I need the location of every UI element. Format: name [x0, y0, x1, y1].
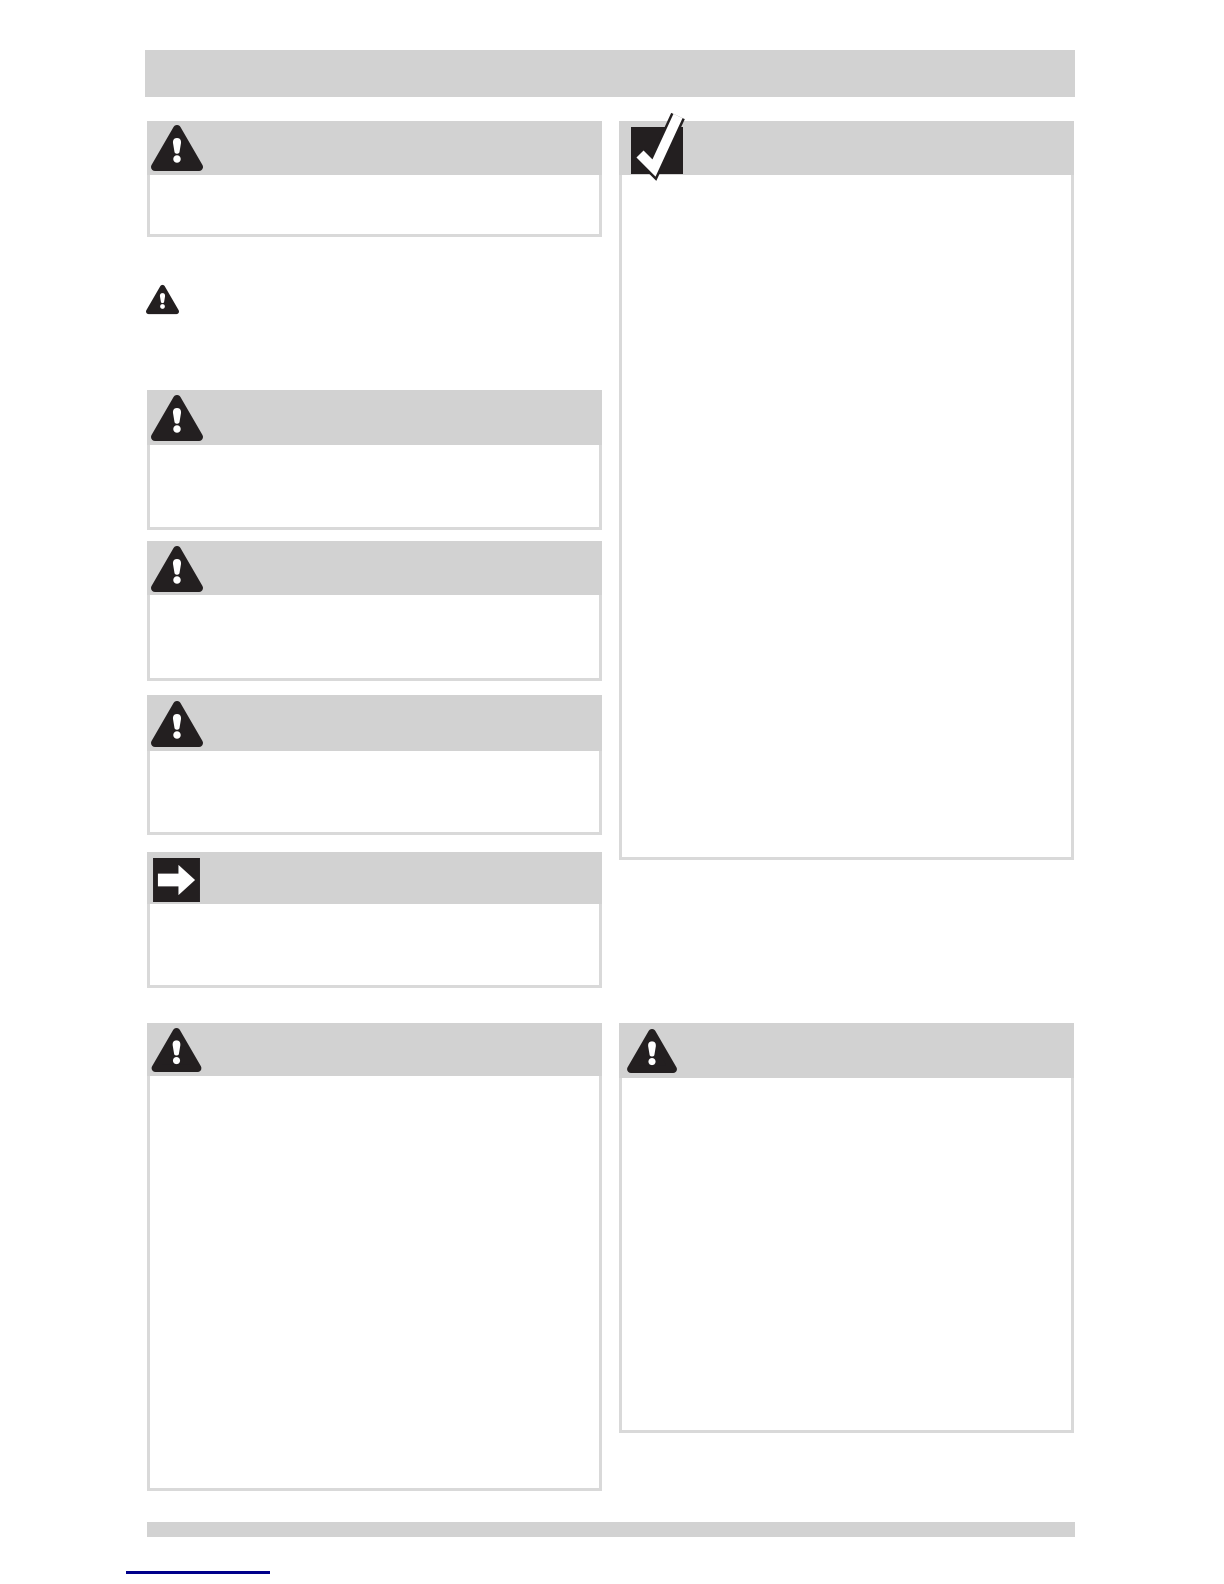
warning-box-2: [147, 390, 602, 530]
note-box-header: [147, 852, 602, 904]
checkmark-icon: [631, 112, 685, 181]
warning-box-1: [147, 121, 602, 237]
note-box: [147, 852, 602, 988]
bottom-divider-bar: [147, 1522, 1075, 1537]
warning-box-right-body: [619, 1078, 1074, 1433]
warning-box-2-title: [147, 390, 602, 391]
warning-box-right-title: [619, 1023, 1074, 1024]
warning-box-4-title: [147, 695, 602, 696]
warning-box-2-body: [147, 445, 602, 530]
checklist-box: [619, 112, 1074, 860]
warning-box-2-header: [147, 390, 602, 445]
warning-box-1-title: [147, 121, 602, 122]
warning-box-right-header: [619, 1023, 1074, 1078]
warning-triangle-icon: [151, 700, 203, 748]
inline-warning-note-text: [190, 288, 590, 289]
note-box-title: [147, 852, 602, 853]
warning-triangle-icon: [151, 1027, 202, 1073]
warning-triangle-icon: [146, 284, 179, 315]
warning-box-3-title: [147, 541, 602, 542]
warning-box-right: [619, 1023, 1074, 1433]
checklist-box-title: [619, 121, 1074, 122]
warning-triangle-icon: [151, 124, 203, 172]
warning-box-4-body: [147, 751, 602, 835]
warning-box-3-body: [147, 595, 602, 681]
warning-box-1-body: [147, 175, 602, 237]
warning-box-3: [147, 541, 602, 681]
warning-box-large: [147, 1023, 602, 1491]
note-box-body: [147, 904, 602, 988]
warning-box-large-title: [147, 1023, 602, 1024]
warning-box-1-header: [147, 121, 602, 175]
warning-box-3-header: [147, 541, 602, 595]
warning-box-4: [147, 695, 602, 835]
checklist-box-header: [619, 112, 1074, 181]
checklist-box-body: [619, 175, 1074, 860]
warning-box-4-header: [147, 695, 602, 751]
warning-triangle-icon: [151, 394, 203, 442]
footer-link[interactable]: [126, 1571, 270, 1574]
warning-box-large-body: [147, 1076, 602, 1491]
warning-triangle-icon: [151, 545, 203, 593]
warning-box-large-header: [147, 1023, 602, 1076]
warning-triangle-icon: [627, 1028, 677, 1074]
arrow-right-icon: [153, 858, 200, 902]
top-divider-bar: [145, 50, 1075, 97]
